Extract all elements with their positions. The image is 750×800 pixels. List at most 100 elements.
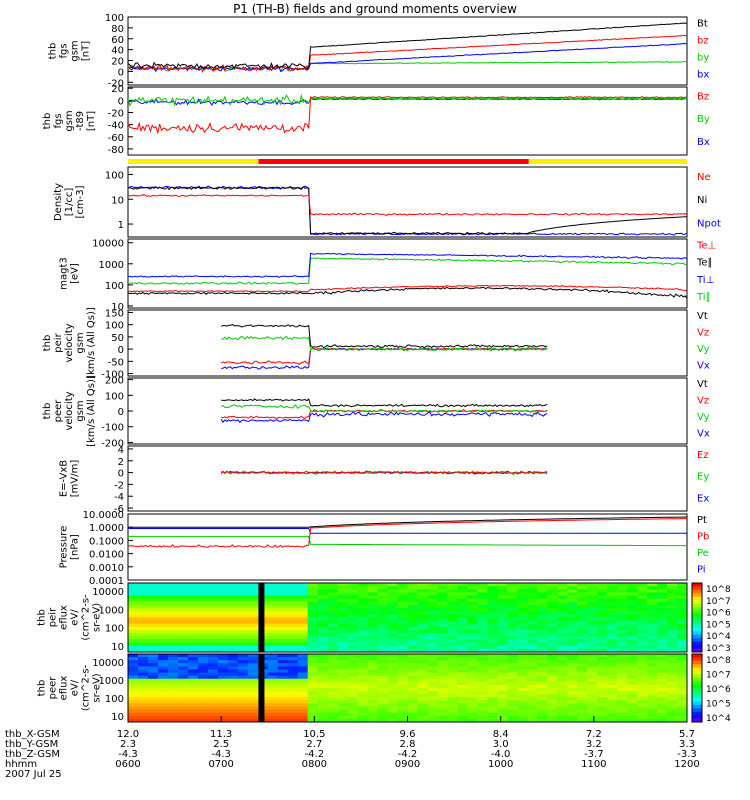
spectrogram-cell (207, 639, 219, 644)
spectrogram-cell (217, 614, 229, 618)
spectrogram-cell (567, 620, 578, 625)
spectrogram-cell (407, 626, 418, 631)
spectrogram-cell (537, 623, 548, 628)
spectrogram-cell (207, 604, 219, 609)
spectrogram-cell (317, 684, 329, 689)
spectrogram-cell (677, 639, 688, 644)
colorbar-cell (692, 589, 702, 594)
spectrogram-cell (487, 623, 498, 628)
series-group (128, 185, 687, 236)
spectrogram-cell (567, 595, 578, 600)
spectrogram-cell (657, 586, 668, 590)
spectrogram-cell (477, 620, 488, 625)
spectrogram-cell (167, 648, 179, 653)
spectrogram-cell (667, 595, 678, 600)
spectrogram-cell (377, 604, 389, 609)
spectrogram-cell (637, 645, 648, 650)
spectrogram-cell (387, 709, 399, 714)
spectrogram-cell (367, 663, 379, 667)
spectrogram-cell (637, 639, 648, 644)
spectrogram-cell (167, 669, 179, 674)
spectrogram-cell (457, 697, 468, 701)
spectrogram-cell (387, 630, 399, 634)
spectrogram-cell (647, 697, 658, 701)
spectrogram-cell (197, 715, 209, 720)
spectrogram-cell (357, 672, 369, 677)
colorbar-cell (692, 684, 702, 689)
spectrogram (128, 583, 688, 653)
spectrogram-cell (207, 589, 219, 593)
series-line (128, 98, 687, 106)
spectrogram-cell (157, 675, 169, 680)
spectrogram-cell (677, 697, 688, 701)
spectrogram-cell (417, 626, 428, 631)
spectrogram-cell (137, 595, 149, 600)
x-row-label: thb_Z-GSM (5, 749, 60, 760)
spectrogram-cell (537, 604, 548, 609)
spectrogram-cell (247, 583, 259, 587)
spectrogram-cell (167, 697, 179, 701)
spectrogram-cell (437, 620, 448, 625)
spectrogram-cell (157, 681, 169, 686)
spectrogram-cell (637, 592, 648, 597)
spectrogram-cell (487, 617, 498, 622)
spectrogram-cell (287, 703, 299, 708)
spectrogram-cell (507, 645, 518, 650)
spectrogram-cell (657, 633, 668, 637)
spectrogram-cell (357, 592, 369, 597)
spectrogram-cell (267, 703, 279, 708)
spectrogram-cell (197, 672, 209, 677)
spectrogram-cell (587, 630, 598, 634)
spectrogram-cell (547, 703, 558, 708)
spectrogram-cell (477, 684, 488, 689)
spectrogram-cell (437, 700, 448, 704)
spectrogram-cell (617, 709, 628, 714)
spectrogram-cell (637, 706, 648, 711)
spectrogram-cell (267, 706, 279, 711)
spectrogram-cell (187, 657, 199, 661)
spectrogram-cell (657, 672, 668, 677)
spectrogram-cell (407, 681, 418, 686)
spectrogram-cell (377, 611, 389, 615)
spectrogram-cell (457, 703, 468, 708)
spectrogram-cell (667, 645, 678, 650)
spectrogram-cell (477, 709, 488, 714)
spectrogram-cell (197, 697, 209, 701)
spectrogram-cell (427, 654, 438, 658)
spectrogram-cell (327, 589, 339, 593)
spectrogram-cell (407, 614, 418, 618)
spectrogram-cell (307, 595, 319, 600)
spectrogram-cell (227, 617, 239, 622)
spectrogram-cell (167, 663, 179, 667)
spectrogram-cell (347, 684, 359, 689)
spectrogram-cell (377, 598, 389, 603)
spectrogram-cell (387, 700, 399, 704)
spectrogram-cell (577, 589, 588, 593)
spectrogram-cell (497, 595, 508, 600)
spectrogram-cell (537, 703, 548, 708)
spectrogram-cell (207, 694, 219, 698)
spectrogram-cell (457, 586, 468, 590)
spectrogram-cell (147, 645, 159, 650)
spectrogram-cell (197, 601, 209, 606)
spectrogram-cell (447, 706, 458, 711)
spectrogram-cell (317, 595, 329, 600)
spectrogram-cell (247, 657, 259, 661)
spectrogram-cell (147, 642, 159, 647)
spectrogram-cell (387, 666, 399, 670)
spectrogram-cell (167, 654, 179, 658)
spectrogram-cell (217, 620, 229, 625)
spectrogram-cell (207, 614, 219, 618)
spectrogram-cell (657, 592, 668, 597)
spectrogram-cell (437, 675, 448, 680)
spectrogram-cell (517, 678, 528, 683)
spectrogram-cell (177, 595, 189, 600)
spectrogram-cell (207, 601, 219, 606)
spectrogram-cell (527, 681, 538, 686)
spectrogram-cell (187, 669, 199, 674)
spectrogram-cell (157, 694, 169, 698)
spectrogram-cell (467, 715, 478, 720)
spectrogram-cell (157, 678, 169, 683)
y-tick-label: 40 (111, 46, 124, 57)
